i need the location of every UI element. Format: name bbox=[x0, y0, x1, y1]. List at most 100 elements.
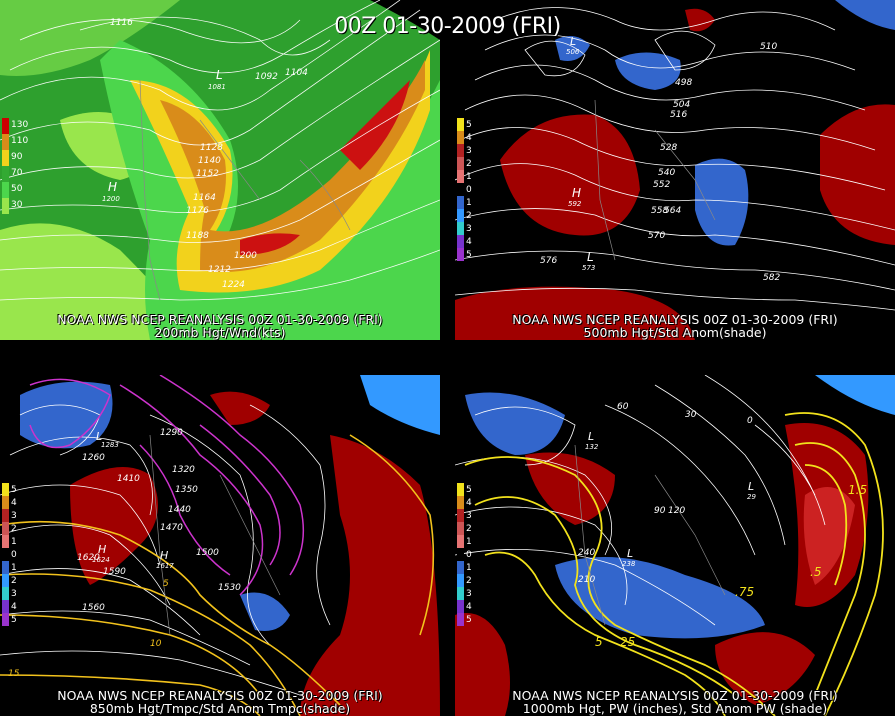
contour-label: 498 bbox=[675, 78, 693, 88]
contour-label: 504 bbox=[673, 100, 691, 110]
contour-label: 1116 bbox=[110, 18, 133, 28]
low-pressure-value: 573 bbox=[582, 264, 596, 272]
contour-label: 570 bbox=[648, 231, 666, 241]
legend-label: 3 bbox=[466, 589, 472, 599]
high-pressure-symbol: H bbox=[108, 180, 118, 194]
contour-label: 150 bbox=[738, 375, 755, 378]
contour-label: 1530 bbox=[218, 583, 241, 593]
legend-label: 2 bbox=[11, 524, 17, 534]
legend-label: 5 bbox=[466, 250, 472, 260]
legend-swatch bbox=[2, 198, 9, 214]
contour-label: 1560 bbox=[82, 603, 105, 613]
legend-label: 0 bbox=[466, 185, 472, 195]
legend-label: 4 bbox=[466, 133, 472, 143]
legend-label: 2 bbox=[11, 576, 17, 586]
low-pressure-value: 238 bbox=[622, 560, 636, 568]
legend-label: 130 bbox=[11, 120, 29, 130]
legend-swatch bbox=[457, 118, 464, 131]
contour-label: 0 bbox=[747, 416, 753, 426]
contour-label: 1152 bbox=[196, 169, 219, 179]
legend-swatch bbox=[457, 157, 464, 170]
legend-label: 5 bbox=[466, 485, 472, 495]
contour-label: 15 bbox=[8, 669, 20, 679]
legend-label: 2 bbox=[466, 524, 472, 534]
legend-swatch bbox=[457, 522, 464, 535]
legend-swatch bbox=[457, 131, 464, 144]
panel-500mb-caption: NOAA NWS NCEP REANALYSIS 00Z 01-30-2009 … bbox=[512, 312, 838, 327]
legend-swatch bbox=[457, 561, 464, 574]
legend-swatch bbox=[457, 509, 464, 522]
contour-label: 240 bbox=[578, 548, 596, 558]
legend-label: 4 bbox=[11, 498, 17, 508]
low-pressure-symbol: L bbox=[216, 68, 223, 82]
low-pressure-value: 1081 bbox=[208, 83, 226, 91]
legend-swatch bbox=[2, 574, 9, 587]
legend-swatch bbox=[457, 209, 464, 222]
contour-label: 210 bbox=[578, 575, 596, 585]
contour-label: 1092 bbox=[255, 72, 278, 82]
legend-swatch bbox=[2, 166, 9, 182]
legend-swatch bbox=[457, 483, 464, 496]
legend-label: 2 bbox=[466, 159, 472, 169]
legend-label: 1 bbox=[466, 563, 472, 573]
contour-label: 1350 bbox=[175, 485, 198, 495]
contour-label: 1260 bbox=[82, 453, 105, 463]
legend-label: 5 bbox=[466, 120, 472, 130]
contour-label: 1104 bbox=[285, 68, 308, 78]
legend-label: 5 bbox=[11, 615, 17, 625]
contour-label: 1620 bbox=[77, 553, 100, 563]
legend-swatch bbox=[457, 222, 464, 235]
panel-500mb-map bbox=[455, 0, 895, 340]
legend-label: 1 bbox=[466, 537, 472, 547]
high-pressure-symbol: H bbox=[160, 549, 169, 562]
contour-label: 120 bbox=[668, 506, 686, 516]
legend-label: 0 bbox=[11, 550, 17, 560]
contour-label: 1410 bbox=[117, 474, 140, 484]
legend-label: 2 bbox=[466, 576, 472, 586]
contour-label: 30 bbox=[685, 410, 697, 420]
panel-500mb-subtitle: 500mb Hgt/Std Anom(shade) bbox=[583, 325, 767, 340]
contour-label: 60 bbox=[617, 402, 629, 412]
legend-label: 2 bbox=[466, 211, 472, 221]
legend-swatch bbox=[457, 196, 464, 209]
contour-label: 1440 bbox=[168, 505, 191, 515]
contour-label: 1500 bbox=[196, 548, 219, 558]
contour-label: 1212 bbox=[208, 265, 231, 275]
legend-swatch bbox=[2, 118, 9, 134]
legend-label: 50 bbox=[11, 184, 23, 194]
contour-label: 516 bbox=[670, 110, 688, 120]
panel-850mb-caption: NOAA NWS NCEP REANALYSIS 00Z 01-30-2009 … bbox=[57, 688, 383, 703]
legend-swatch bbox=[2, 150, 9, 166]
panel-200mb: 130 110 90 70 50 30 1116 1092 1104 1128 1140 … bbox=[0, 0, 440, 340]
legend-swatch bbox=[457, 600, 464, 613]
legend-swatch bbox=[457, 574, 464, 587]
contour-label: 1128 bbox=[200, 143, 223, 153]
high-pressure-symbol: H bbox=[98, 543, 107, 556]
low-pressure-symbol: L bbox=[96, 430, 103, 443]
low-pressure-symbol: L bbox=[570, 35, 577, 48]
contour-label: 540 bbox=[658, 168, 676, 178]
legend-swatch bbox=[2, 522, 9, 535]
contour-label: 1140 bbox=[198, 156, 221, 166]
panel-1000mb-subtitle: 1000mb Hgt, PW (inches), Std Anom PW (sh… bbox=[522, 701, 828, 716]
legend-label: 4 bbox=[466, 237, 472, 247]
legend-label: 3 bbox=[466, 511, 472, 521]
legend-label: 3 bbox=[466, 224, 472, 234]
contour-label: .5 bbox=[810, 565, 822, 579]
low-pressure-value: 506 bbox=[566, 48, 580, 56]
panel-200mb-subtitle: 200mb Hgt/Wnd(kts) bbox=[154, 325, 286, 340]
contour-label: 1590 bbox=[103, 567, 126, 577]
high-pressure-symbol: H bbox=[572, 186, 582, 200]
contour-label: 528 bbox=[660, 143, 678, 153]
low-pressure-value: 132 bbox=[585, 443, 599, 451]
legend-swatch bbox=[457, 535, 464, 548]
legend-swatch bbox=[457, 548, 464, 561]
legend-swatch bbox=[457, 183, 464, 196]
contour-label: 1320 bbox=[172, 465, 195, 475]
legend-swatch bbox=[457, 235, 464, 248]
contour-label: 582 bbox=[763, 273, 781, 283]
contour-label: 1164 bbox=[193, 193, 216, 203]
